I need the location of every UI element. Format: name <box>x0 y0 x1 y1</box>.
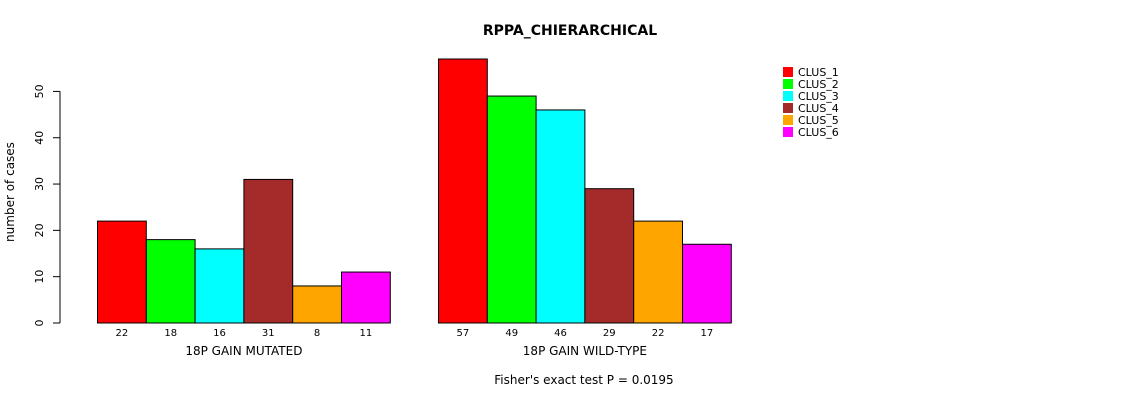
bar-group: 57 49 46 29 22 17 18P GAIN WILD-TYPE <box>438 58 732 358</box>
legend-item: CLUS_6 <box>783 126 839 139</box>
bar <box>97 220 147 324</box>
bar-count-label: 22 <box>116 328 129 339</box>
bar-count-label: 22 <box>652 328 665 339</box>
bar <box>438 58 488 324</box>
bar-count-label: 17 <box>701 328 714 339</box>
bar-count-label: 11 <box>360 328 373 339</box>
bar-count-label: 49 <box>505 328 518 339</box>
bar <box>584 188 635 324</box>
legend-swatch <box>783 79 793 89</box>
legend-item: CLUS_5 <box>783 114 839 127</box>
bar <box>194 248 245 324</box>
legend-item: CLUS_2 <box>783 78 839 91</box>
bar <box>243 178 294 324</box>
y-tick-label: 20 <box>33 223 46 237</box>
fisher-test-footnote: Fisher's exact test P = 0.0195 <box>494 373 673 387</box>
legend-label: CLUS_2 <box>798 78 839 91</box>
bar <box>292 285 343 324</box>
bar <box>145 239 196 324</box>
legend-swatch <box>783 127 793 137</box>
bar-count-label: 31 <box>262 328 275 339</box>
y-axis: 0 10 20 30 40 50 <box>33 84 61 327</box>
legend-item: CLUS_1 <box>783 66 839 79</box>
y-tick-label: 10 <box>33 270 46 284</box>
bar-count-label: 29 <box>603 328 616 339</box>
group-label: 18P GAIN WILD-TYPE <box>523 344 647 358</box>
y-tick-label: 30 <box>33 177 46 191</box>
bar-count-label: 16 <box>213 328 226 339</box>
chart-title: RPPA_CHIERARCHICAL <box>483 23 657 39</box>
y-tick-label: 40 <box>33 131 46 145</box>
y-tick-label: 0 <box>33 320 46 327</box>
bar <box>341 271 391 324</box>
bar <box>682 243 732 324</box>
legend-swatch <box>783 91 793 101</box>
legend-item: CLUS_4 <box>783 102 839 115</box>
bars: 22 18 16 31 8 11 18P GAIN MUTATED 57 49 46 29 22 17 1… <box>97 58 732 358</box>
bar-group: 22 18 16 31 8 11 18P GAIN MUTATED <box>97 178 391 358</box>
legend-label: CLUS_4 <box>798 102 839 115</box>
legend-label: CLUS_3 <box>798 90 839 103</box>
bar-count-label: 18 <box>164 328 177 339</box>
bar-count-label: 46 <box>554 328 567 339</box>
legend-label: CLUS_6 <box>798 126 839 139</box>
y-axis-label: number of cases <box>3 142 17 242</box>
legend-label: CLUS_1 <box>798 66 839 79</box>
legend-swatch <box>783 103 793 113</box>
bar <box>486 95 537 324</box>
legend-swatch <box>783 67 793 77</box>
legend-item: CLUS_3 <box>783 90 839 103</box>
legend-label: CLUS_5 <box>798 114 839 127</box>
y-tick-label: 50 <box>33 84 46 98</box>
legend-swatch <box>783 115 793 125</box>
bar-count-label: 8 <box>314 328 320 339</box>
bar <box>535 109 586 324</box>
bar <box>633 220 684 324</box>
bar-count-label: 57 <box>457 328 470 339</box>
group-label: 18P GAIN MUTATED <box>185 344 302 358</box>
